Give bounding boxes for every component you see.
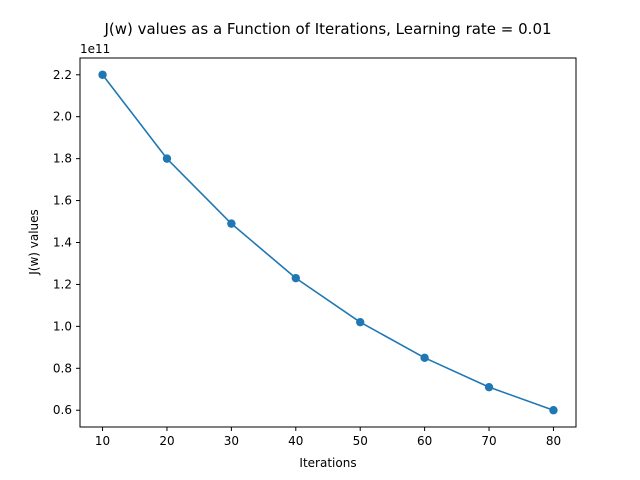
x-tick-label: 80: [546, 434, 561, 448]
data-point: [420, 353, 429, 363]
series-line: [101, 74, 554, 411]
x-tick-label: 70: [481, 434, 496, 448]
data-point: [549, 406, 558, 415]
x-tick-label: 60: [417, 434, 432, 448]
data-point: [98, 70, 107, 79]
x-axis-ticks: 10 20 30 40 50 60 70 80: [95, 427, 561, 448]
y-tick-label: 0.6: [53, 403, 72, 417]
y-axis-label: J(w) values: [27, 209, 41, 276]
x-tick-label: 30: [224, 434, 239, 448]
chart-title: J(w) values as a Function of Iterations,…: [103, 20, 551, 38]
series-layer: [98, 70, 558, 415]
y-axis-offset-label: 1e11: [80, 42, 110, 56]
y-axis-ticks: 0.6 0.8 1.0 1.2 1.4 1.6 1.8 2.0 2.2: [53, 68, 80, 417]
y-tick-label: 1.8: [53, 152, 72, 166]
x-tick-label: 10: [95, 434, 110, 448]
x-axis-label: Iterations: [299, 456, 356, 470]
y-tick-label: 1.0: [53, 319, 72, 333]
y-tick-label: 1.6: [53, 194, 72, 208]
y-tick-label: 2.0: [53, 110, 72, 124]
y-tick-label: 2.2: [53, 68, 72, 82]
y-tick-label: 1.2: [53, 277, 72, 291]
x-tick-label: 50: [353, 434, 368, 448]
data-point: [356, 317, 365, 327]
data-point: [291, 273, 300, 283]
data-point: [484, 382, 494, 392]
x-tick-label: 20: [159, 434, 174, 448]
x-tick-label: 40: [288, 434, 303, 448]
data-point: [227, 219, 236, 228]
data-point: [162, 154, 172, 163]
y-tick-label: 1.4: [53, 236, 72, 250]
y-tick-label: 0.8: [53, 361, 72, 375]
